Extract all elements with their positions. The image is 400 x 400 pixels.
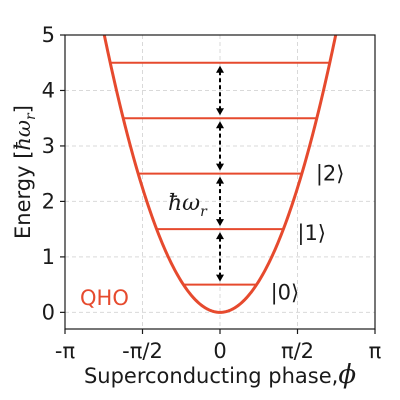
potential-curve (102, 34, 338, 314)
spacing-arrow-head-down (216, 219, 224, 227)
x-axis-title: Superconducting phase,ϕ (84, 360, 356, 390)
spacing-arrow-head-down (216, 108, 224, 116)
x-tick-label-0: -π (55, 339, 76, 363)
y-tick-label-0: 0 (42, 300, 55, 324)
spacing-arrow-1 (216, 176, 224, 227)
potential-curve-group (102, 34, 338, 314)
y-axis-title: Energy [ħωr] (11, 105, 39, 239)
spacing-annotation-subscript: r (200, 204, 208, 220)
spacing-arrow-0 (216, 232, 224, 282)
spacing-arrow-2 (216, 121, 224, 171)
x-tick-label-2: 0 (213, 339, 226, 363)
spacing-annotation-symbol: ħω (168, 191, 200, 216)
y-tick-label-1: 1 (42, 245, 55, 269)
state-label-2: |2⟩ (316, 162, 345, 187)
x-axis-title-text: Superconducting phase, (84, 364, 338, 388)
spacing-arrow-head-up (216, 65, 224, 73)
y-tick-label-3: 3 (42, 134, 55, 158)
spacing-arrow-head-up (216, 232, 224, 240)
y-axis-subscript: r (23, 112, 39, 120)
y-axis-symbol: ħω (11, 120, 35, 151)
y-tick-label-2: 2 (42, 189, 55, 213)
spacing-arrow-head-down (216, 163, 224, 171)
state-labels: |0⟩ |1⟩ |2⟩ (271, 162, 345, 306)
level-spacing-arrows (216, 65, 224, 282)
x-tick-label-4: π (369, 339, 382, 363)
spacing-arrow-head-up (216, 176, 224, 184)
x-tick-label-3: π/2 (281, 339, 314, 363)
legend-qho: QHO (80, 286, 129, 310)
x-axis-symbol: ϕ (338, 360, 356, 390)
plot-frame (64, 34, 376, 330)
y-tick-label-5: 5 (42, 23, 55, 47)
spacing-arrow-head-up (216, 121, 224, 129)
y-tick-label-4: 4 (42, 78, 55, 102)
spacing-annotation: ħωr (168, 191, 208, 220)
y-axis-title-close: ] (11, 105, 35, 113)
x-tick-label-1: -π/2 (122, 339, 163, 363)
state-label-0: |0⟩ (271, 281, 300, 306)
energy-levels (110, 61, 330, 286)
spacing-arrow-head-down (216, 274, 224, 282)
state-label-1: |1⟩ (297, 221, 326, 246)
spacing-arrow-3 (216, 65, 224, 116)
y-axis-title-text: Energy [ (11, 151, 35, 239)
axis-ticks: -π -π/2 0 π/2 π 0 1 2 3 4 5 (42, 23, 382, 363)
